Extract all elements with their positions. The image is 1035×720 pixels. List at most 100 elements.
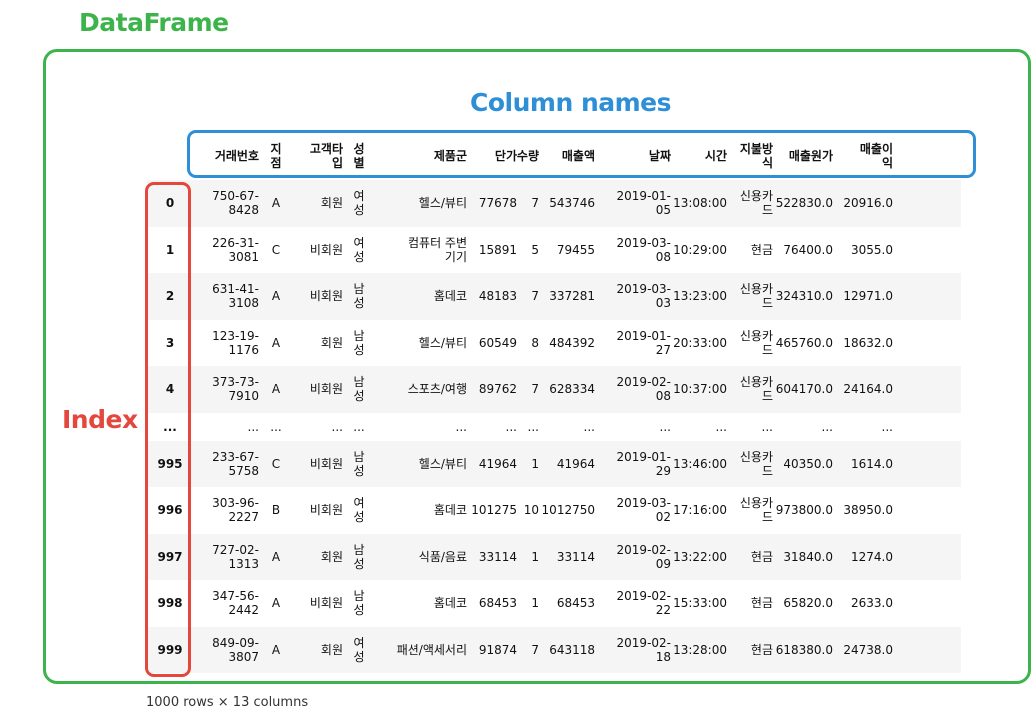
table-cell: ... xyxy=(270,419,282,434)
dataframe-frame xyxy=(43,49,1031,684)
table-cell: A xyxy=(271,382,281,397)
table-cell: 13:28:00 xyxy=(673,642,727,657)
table-cell: 1012750 xyxy=(541,503,595,518)
table-cell: 비회원 xyxy=(309,503,343,518)
row-index: 996 xyxy=(157,503,183,518)
column-header: 날짜 xyxy=(648,149,671,163)
table-cell: 2019-02- 09 xyxy=(616,542,671,571)
table-cell: 24164.0 xyxy=(843,382,893,397)
table-cell: 60549 xyxy=(478,335,517,350)
table-cell: 18632.0 xyxy=(843,335,893,350)
table-cell: C xyxy=(271,456,281,471)
table-row: 996 303-96- 2227 B 비회원 여 성 홈데코 101275 10 1012750… xyxy=(147,487,961,534)
row-index: 999 xyxy=(157,642,183,657)
table-cell: 13:22:00 xyxy=(673,549,727,564)
column-header: 단가 xyxy=(494,149,517,163)
table-cell: ... xyxy=(455,419,467,434)
column-header: 고객타 입 xyxy=(309,142,343,170)
column-header: 제품군 xyxy=(433,149,467,163)
table-cell: 홈데코 xyxy=(433,289,467,304)
table-cell: 2019-01- 29 xyxy=(616,449,671,478)
table-cell: 신용카 드 xyxy=(739,328,773,357)
table-cell: ... xyxy=(881,419,893,434)
table-cell: 543746 xyxy=(549,196,595,211)
table-cell: 41964 xyxy=(478,456,517,471)
column-header: 수량 xyxy=(516,149,539,163)
table-cell: ... xyxy=(505,419,517,434)
column-header: 지불방 식 xyxy=(739,142,773,170)
table-cell: 남 성 xyxy=(353,449,365,478)
table-cell: 337281 xyxy=(549,289,595,304)
table-cell: 849-09- 3807 xyxy=(212,635,259,664)
table-cell: 2019-03- 02 xyxy=(616,496,671,525)
row-index: 1 xyxy=(165,242,175,257)
table-cell: 회원 xyxy=(320,642,343,657)
table-cell: 77678 xyxy=(478,196,517,211)
row-index: ... xyxy=(163,419,177,434)
dataframe-label: DataFrame xyxy=(79,8,229,37)
table-cell: 13:08:00 xyxy=(673,196,727,211)
table-cell: 31840.0 xyxy=(783,549,833,564)
table-cell: 2019-03- 03 xyxy=(616,282,671,311)
table-cell: 40350.0 xyxy=(783,456,833,471)
table-cell: 현금 xyxy=(750,242,773,257)
table-cell: 15:33:00 xyxy=(673,596,727,611)
table-cell: 여 성 xyxy=(353,496,365,525)
table-cell: 17:16:00 xyxy=(673,503,727,518)
table-cell: 373-73- 7910 xyxy=(212,375,259,404)
table-cell: 643118 xyxy=(549,642,595,657)
table-cell: 현금 xyxy=(750,596,773,611)
table-cell: 식품/음료 xyxy=(418,549,467,564)
table-cell: 헬스/뷰티 xyxy=(418,456,467,471)
table-cell: 38950.0 xyxy=(843,503,893,518)
table-cell: 컴퓨터 주변 기기 xyxy=(407,235,467,264)
table-cell: 패션/액세서리 xyxy=(396,642,467,657)
table-cell: 비회원 xyxy=(309,289,343,304)
row-index: 995 xyxy=(157,456,183,471)
table-cell: 15891 xyxy=(478,242,517,257)
table-cell: A xyxy=(271,289,281,304)
column-header: 지 점 xyxy=(270,142,282,170)
table-cell: 91874 xyxy=(478,642,517,657)
table-cell: 2019-01- 27 xyxy=(616,328,671,357)
table-cell: ... xyxy=(527,419,539,434)
table-cell: 41964 xyxy=(556,456,595,471)
table-cell: 1614.0 xyxy=(851,456,893,471)
table-cell: 628334 xyxy=(549,382,595,397)
table-footer: 1000 rows × 13 columns xyxy=(146,695,309,710)
column-names-highlight xyxy=(187,130,976,178)
table-cell: 2019-01- 05 xyxy=(616,189,671,218)
index-highlight xyxy=(145,182,191,677)
table-cell: 347-56- 2442 xyxy=(212,589,259,618)
table-cell: 68453 xyxy=(478,596,517,611)
table-cell: ... xyxy=(583,419,595,434)
table-row: 1 226-31- 3081 C 비회원 여 성 컴퓨터 주변 기기 15891 5 79455… xyxy=(147,227,961,274)
table-cell: 회원 xyxy=(320,196,343,211)
table-cell: 현금 xyxy=(750,642,773,657)
table-cell: A xyxy=(271,642,281,657)
table-cell: 233-67- 5758 xyxy=(212,449,259,478)
table-cell: A xyxy=(271,549,281,564)
table-cell: 226-31- 3081 xyxy=(212,235,259,264)
column-header: 성 별 xyxy=(353,142,365,170)
table-row: 995 233-67- 5758 C 비회원 남 성 헬스/뷰티 41964 1 41964 20… xyxy=(147,440,961,487)
table-cell: B xyxy=(271,503,281,518)
row-index: 2 xyxy=(165,289,175,304)
table-cell: 7 xyxy=(531,382,539,397)
table-cell: 2019-02- 08 xyxy=(616,375,671,404)
table-cell: 비회원 xyxy=(309,456,343,471)
table-cell: ... xyxy=(247,419,259,434)
table-cell: 484392 xyxy=(549,335,595,350)
table-cell: 76400.0 xyxy=(783,242,833,257)
table-cell: 8 xyxy=(531,335,539,350)
table-header: 거래번호 지 점 고객타 입 성 별 제품군 단가 수량 매출액 날짜 시간 지불방 식 매출원가 매출… xyxy=(147,134,961,178)
table-cell: 5 xyxy=(531,242,539,257)
table-cell: 7 xyxy=(531,196,539,211)
table-cell: 신용카 드 xyxy=(739,449,773,478)
column-header: 거래번호 xyxy=(214,149,259,163)
table-cell: C xyxy=(271,242,281,257)
table-cell: 회원 xyxy=(320,549,343,564)
table-cell: 465760.0 xyxy=(775,335,833,350)
table-cell: 10:37:00 xyxy=(673,382,727,397)
table-cell: 618380.0 xyxy=(775,642,833,657)
